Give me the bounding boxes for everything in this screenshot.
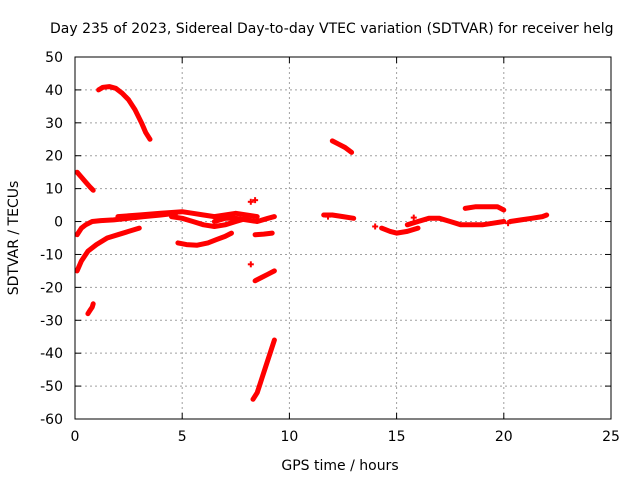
y-tick-label: -60 [40,412,63,428]
series-arc-steep [250,337,277,402]
grid [75,57,611,419]
series-arc-minus-17 [252,268,277,284]
y-axis-label: SDTVAR / TECUs [6,181,22,296]
x-tick-label: 25 [602,429,620,445]
series-arc-high [96,84,153,142]
series-arc-start-high [74,169,96,193]
y-tick-label: -20 [40,280,63,296]
data-series [74,84,550,402]
series-arc-low-rise [74,225,142,274]
data-point [372,223,379,230]
series-arc-24 [329,138,355,155]
series-arc-afternoon-neg [379,225,421,236]
series-arc-afternoon-zero [404,215,507,228]
x-tick-label: 20 [495,429,513,445]
series-arc-zero-band-c [211,214,277,224]
data-point [247,261,254,268]
data-point [410,214,417,221]
y-tick-label: 50 [45,50,63,66]
series-arc-zero-band-a [115,209,260,220]
x-tick-label: 15 [388,429,406,445]
y-tick-label: 10 [45,182,63,198]
x-tick-label: 5 [178,429,187,445]
axis-ticks: 0 5 10 15 20 25 -60 -50 -40 -30 -20 -10 0 10 20 30 40 50 [40,50,620,445]
y-tick-label: 40 [45,83,63,99]
x-axis-label: GPS time / hours [281,458,398,474]
y-tick-label: -50 [40,379,63,395]
x-tick-label: 0 [71,429,80,445]
series-arc-evening [507,212,550,224]
data-point [505,220,512,227]
y-tick-label: -40 [40,346,63,362]
series-arc-minus-4 [252,230,275,238]
plot-frame [74,56,612,420]
y-tick-label: 30 [45,116,63,132]
data-point [247,198,254,205]
series-arc-afternoon-5 [462,204,507,213]
y-tick-label: -10 [40,247,63,263]
y-tick-label: 20 [45,149,63,165]
series-arc-minus-7 [175,230,234,248]
y-tick-label: 0 [54,215,63,231]
data-point [252,197,259,204]
series-arc-zero-band-b [169,214,249,229]
x-tick-label: 10 [280,429,298,445]
chart-title: Day 235 of 2023, Sidereal Day-to-day VTE… [50,21,613,37]
y-tick-label: -30 [40,313,63,329]
series-arc-minus-27 [85,301,96,317]
data-point [324,213,331,220]
